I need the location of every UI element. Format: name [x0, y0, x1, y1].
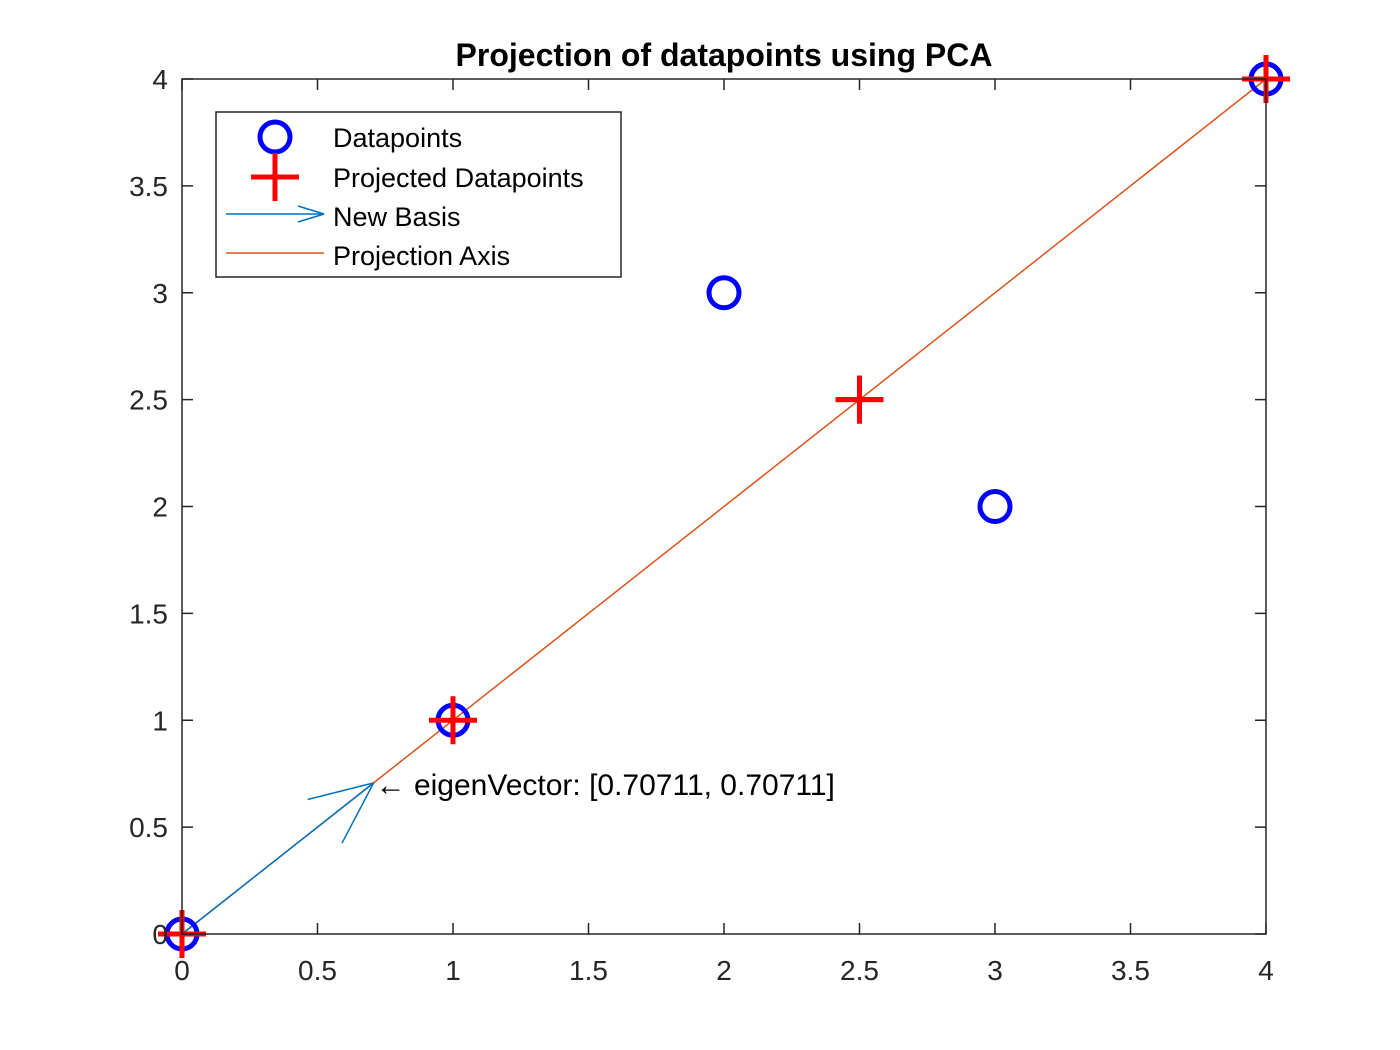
legend: Datapoints Projected Datapoints New Basis P… [215, 111, 622, 278]
eigenvector-annotation: ← eigenVector: [0.70711, 0.70711] [376, 769, 835, 802]
chart-title: Projection of datapoints using PCA [456, 37, 993, 73]
annotations: ← eigenVector: [0.70711, 0.70711] [376, 769, 835, 802]
x-tick-label: 2 [716, 955, 732, 986]
y-tick-label: 2 [152, 492, 168, 523]
eigenvector-arrow-shaft [181, 782, 375, 935]
datapoint-marker [706, 275, 742, 311]
axes: 0 0.5 1 1.5 2 2.5 3 3.5 4 0 0.5 1 1.5 2 2.5 3 3.5 4 [129, 64, 1274, 986]
y-tick-label: 3.5 [129, 171, 168, 202]
eigenvector-arrow-head-b [307, 782, 374, 801]
legend-label: Projection Axis [333, 241, 510, 271]
y-tick-label: 0.5 [129, 812, 168, 843]
y-tick-label: 1.5 [129, 598, 168, 629]
legend-icon-new-basis-head-a [297, 205, 325, 215]
projected-datapoint-marker [835, 375, 884, 424]
legend-icon-new-basis-head-b [297, 213, 325, 223]
y-tick-label: 4 [152, 64, 168, 95]
projected-datapoint-marker [429, 696, 477, 745]
y-tick-label: 2.5 [129, 385, 168, 416]
datapoint-marker [977, 489, 1013, 524]
x-tick-label: 1.5 [569, 955, 608, 986]
y-tick-label: 3 [152, 278, 168, 309]
x-tick-label: 3 [987, 955, 1003, 986]
legend-label: New Basis [333, 202, 461, 232]
y-tick-label: 0 [152, 919, 168, 950]
eigenvector-arrow-head-a [341, 782, 375, 844]
legend-box [215, 111, 622, 278]
legend-icon-datapoints [257, 119, 293, 155]
y-tick-label: 1 [152, 705, 168, 736]
x-tick-label: 3.5 [1111, 955, 1150, 986]
legend-icon-projected [251, 153, 299, 201]
legend-label: Datapoints [333, 123, 462, 153]
x-tick-label: 0.5 [298, 955, 337, 986]
x-tick-label: 1 [445, 955, 461, 986]
x-tick-label: 2.5 [840, 955, 879, 986]
x-tick-label: 0 [174, 955, 190, 986]
legend-label: Projected Datapoints [333, 163, 584, 193]
x-tick-label: 4 [1258, 955, 1274, 986]
